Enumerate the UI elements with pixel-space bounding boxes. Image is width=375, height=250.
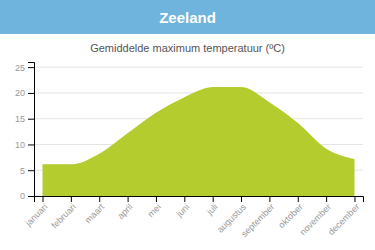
- y-tick: 15: [15, 114, 34, 124]
- y-tick: 5: [20, 166, 34, 176]
- x-tick: juli: [204, 196, 220, 217]
- y-tick-mark: [28, 119, 34, 120]
- x-axis-line: [35, 197, 364, 203]
- x-tick: maart: [83, 196, 107, 225]
- x-tick: juni: [174, 196, 192, 219]
- x-tick-label: januari: [23, 202, 50, 229]
- x-tick: oktober: [276, 196, 304, 230]
- y-tick-label: 5: [20, 166, 25, 176]
- x-tick-mark: [184, 196, 185, 202]
- x-tick-label: september: [239, 202, 276, 239]
- y-tick-label: 0: [20, 191, 25, 201]
- x-tick-label: juli: [204, 202, 220, 218]
- chart: Zeeland Gemiddelde maximum temperatuur (º…: [0, 0, 375, 250]
- x-tick-mark: [156, 196, 157, 202]
- y-tick-mark: [28, 170, 34, 171]
- x-tick: februari: [49, 196, 78, 230]
- y-tick-mark: [28, 196, 34, 197]
- y-axis-line: [28, 63, 35, 197]
- x-tick-mark: [213, 196, 214, 202]
- x-tick-mark: [128, 196, 129, 202]
- y-tick-mark: [28, 144, 34, 145]
- x-tick-mark: [326, 196, 327, 202]
- x-tick-label: februari: [49, 202, 78, 231]
- x-axis: januarifebruarimaartaprilmeijunijuliaugu…: [23, 196, 364, 239]
- x-tick-mark: [99, 196, 100, 202]
- x-tick: mei: [146, 196, 163, 219]
- grid: [34, 67, 363, 196]
- x-tick: januari: [23, 196, 50, 229]
- y-tick-label: 20: [15, 88, 25, 98]
- y-tick-mark: [28, 67, 34, 68]
- x-tick: september: [239, 196, 276, 239]
- y-tick: 0: [20, 191, 34, 201]
- x-tick-mark: [354, 196, 355, 202]
- x-tick-mark: [43, 196, 44, 202]
- y-tick-label: 10: [15, 140, 25, 150]
- area: [43, 88, 355, 196]
- x-tick-mark: [269, 196, 270, 202]
- y-axis: 0 5 10 15 20 25: [15, 63, 35, 202]
- y-tick-label: 25: [15, 63, 25, 73]
- title: Zeeland: [159, 9, 216, 26]
- x-tick-label: juni: [174, 202, 192, 220]
- y-tick: 10: [15, 140, 34, 150]
- marks: [43, 88, 355, 196]
- subtitle: Gemiddelde maximum temperatuur (ºC): [90, 42, 285, 54]
- y-tick-label: 15: [15, 114, 25, 124]
- header-bar: [0, 0, 375, 34]
- x-tick: april: [115, 196, 134, 221]
- x-tick-mark: [298, 196, 299, 202]
- y-tick: 25: [15, 63, 34, 73]
- grid-line: [34, 67, 363, 68]
- x-tick-label: december: [326, 202, 361, 237]
- y-tick-mark: [28, 93, 34, 94]
- x-tick: december: [326, 196, 361, 237]
- x-tick-mark: [71, 196, 72, 202]
- x-tick-label: mei: [146, 202, 163, 219]
- x-tick-label: oktober: [276, 202, 304, 230]
- x-tick-label: maart: [83, 201, 107, 225]
- plot-area: 0510152025januarifebruarimaartaprilmeiju…: [15, 63, 364, 239]
- x-tick-mark: [241, 196, 242, 202]
- y-tick: 20: [15, 88, 34, 98]
- x-tick-label: april: [115, 202, 134, 221]
- area-line: [43, 88, 355, 165]
